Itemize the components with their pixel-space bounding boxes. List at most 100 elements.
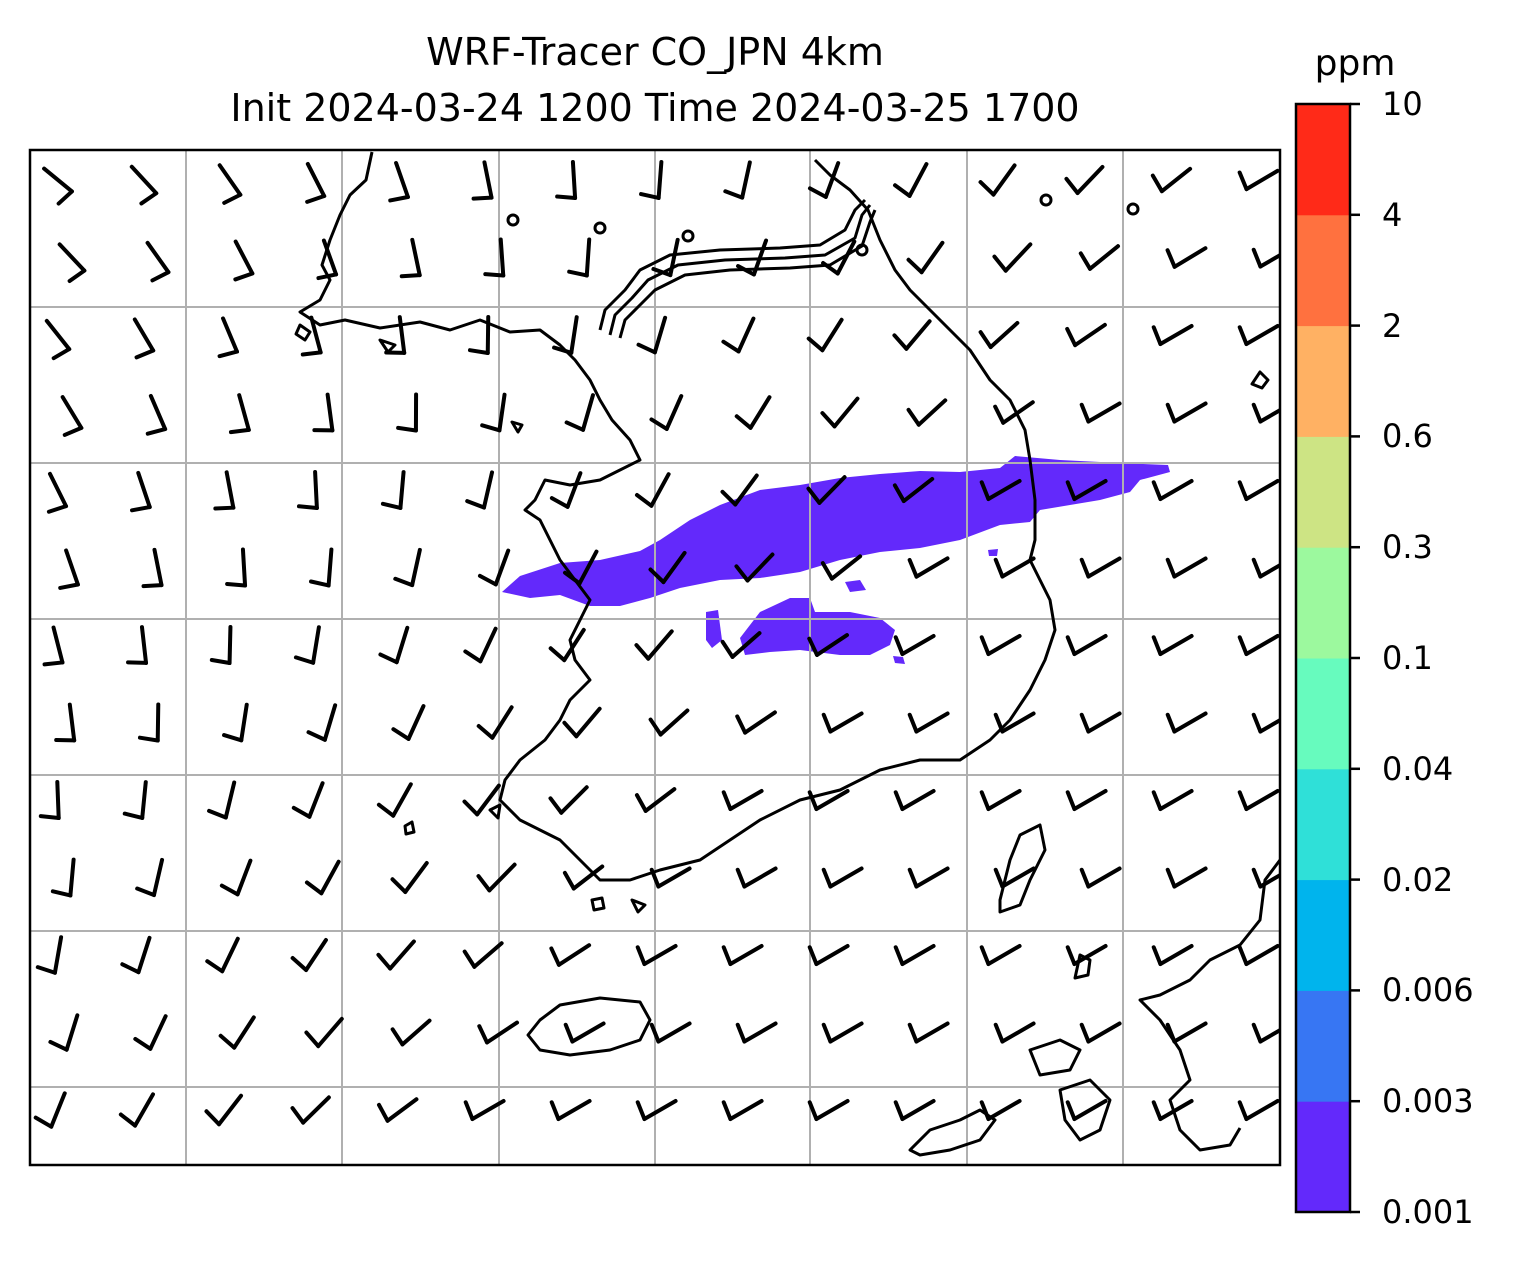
wind-barb-feather	[734, 564, 750, 583]
wind-barb-feather	[1151, 325, 1163, 346]
wind-barb-shaft	[481, 470, 495, 510]
wind-barb-shaft	[828, 1021, 864, 1044]
wind-barb-feather	[290, 956, 309, 973]
wind-barb-shaft	[487, 862, 517, 893]
wind-barb-feather	[892, 483, 906, 504]
wind-barb-feather	[893, 1100, 905, 1121]
wind-barb-feather	[462, 799, 480, 817]
wind-barb-shaft	[319, 859, 341, 896]
wind-barb-shaft	[1244, 324, 1280, 346]
wind-barb-shaft	[643, 787, 677, 813]
wind-barb-feather	[635, 945, 647, 966]
wind-barb-shaft	[1172, 401, 1208, 424]
colorbar-segment	[1296, 325, 1350, 437]
wind-barb-shaft	[394, 625, 410, 665]
wind-barb-feather	[549, 1100, 561, 1121]
wind-barb-feather	[309, 579, 331, 588]
wind-barb-feather	[1065, 480, 1077, 501]
wind-barb-feather	[636, 342, 657, 355]
wind-barb-shaft	[235, 858, 253, 897]
wind-barb-feather	[1165, 248, 1177, 269]
wind-barb-feather	[62, 425, 84, 437]
wind-barb-feather	[390, 1027, 405, 1047]
wind-barb-feather	[564, 420, 586, 432]
wind-barb-feather	[1237, 325, 1249, 346]
wind-barb-shaft	[484, 1020, 520, 1045]
wind-barb-feather	[979, 480, 991, 501]
wind-barb-shaft	[52, 935, 64, 975]
wind-barb-shaft	[991, 163, 1017, 197]
calm-wind-markers	[506, 193, 1140, 257]
wind-barb-feather	[906, 257, 924, 275]
wind-barb-shaft	[986, 789, 1022, 811]
wind-barb-feather	[150, 270, 171, 283]
wind-barb-feather	[480, 423, 502, 433]
wind-barb-shaft	[988, 320, 1020, 350]
wind-barb-shaft	[1086, 1021, 1122, 1044]
wind-barb-shaft	[42, 166, 74, 194]
wind-barb-feather	[293, 655, 316, 665]
wind-barb-shaft	[398, 470, 406, 510]
wind-barb-shaft	[145, 240, 171, 275]
wind-barb-shaft	[1258, 872, 1280, 889]
wind-barb-feather	[992, 254, 1008, 273]
wind-barb-feather	[1237, 1100, 1249, 1121]
wind-barb-shaft	[914, 866, 950, 889]
wind-barb-feather	[205, 959, 225, 974]
wind-barb-feather	[1079, 1022, 1091, 1044]
wind-barb-shaft	[742, 866, 778, 889]
colorbar-unit-label: ppm	[1314, 43, 1396, 84]
wind-barb-shaft	[410, 237, 422, 278]
wind-barb-shaft	[570, 160, 578, 200]
wind-barb-feather	[735, 867, 747, 889]
colorbar-segment	[1296, 104, 1350, 216]
wind-barb-shaft	[642, 1099, 678, 1121]
colorbar-tick-label: 0.3	[1382, 528, 1433, 567]
wind-barb-feather	[555, 194, 578, 200]
co-plume	[502, 456, 1170, 664]
wind-barb-shaft	[1000, 711, 1036, 734]
wind-barb-feather	[639, 192, 661, 200]
wind-barb-shaft	[140, 780, 148, 820]
wind-barb-feather	[476, 874, 492, 893]
coastlines	[294, 151, 1280, 1157]
wind-barb-shaft	[815, 633, 849, 657]
wind-barb-feather	[376, 1102, 390, 1123]
wind-barb-feather	[1251, 402, 1263, 424]
wind-barb-feather	[1237, 170, 1249, 192]
wind-barb-shaft	[152, 547, 164, 588]
wind-barb-feather	[807, 186, 828, 199]
wind-barb-feather	[1151, 945, 1163, 966]
wind-barb-shaft	[728, 944, 764, 966]
wind-barb-feather	[735, 714, 748, 735]
wind-barb-shaft	[237, 393, 251, 432]
wind-barb-shaft	[67, 702, 77, 743]
wind-barb-feather	[471, 195, 494, 201]
wind-barb-shaft	[728, 1099, 764, 1121]
wind-barb-feather	[1165, 557, 1177, 579]
colorbar-segment	[1296, 1101, 1350, 1213]
wind-barb-shaft	[132, 317, 156, 353]
wind-barb-shaft	[148, 393, 168, 432]
wind-barb-feather	[806, 336, 825, 353]
wind-barb-shaft	[730, 631, 762, 659]
wind-barb-feather	[993, 867, 1005, 889]
wind-barb-feather	[483, 272, 506, 278]
wind-barb-shaft	[1258, 1027, 1280, 1044]
wind-barb-feather	[228, 427, 251, 435]
wind-barb-shaft	[47, 471, 69, 509]
wind-barb-shaft	[1244, 944, 1280, 966]
wind-barb-shaft	[1172, 711, 1208, 734]
wind-barb-feather	[721, 790, 733, 811]
wind-barb-feather	[222, 733, 244, 743]
wind-barb-shaft	[1158, 789, 1194, 811]
map-frame	[28, 148, 1282, 1167]
wind-barb-shaft	[907, 162, 929, 198]
wind-barb-feather	[1251, 867, 1263, 889]
wind-barb-shaft	[900, 634, 936, 656]
wind-barb-feather	[1251, 247, 1263, 269]
wind-barb-shaft	[900, 1099, 936, 1121]
wind-barb-feather	[721, 339, 741, 354]
wind-barb-shaft	[832, 396, 860, 429]
